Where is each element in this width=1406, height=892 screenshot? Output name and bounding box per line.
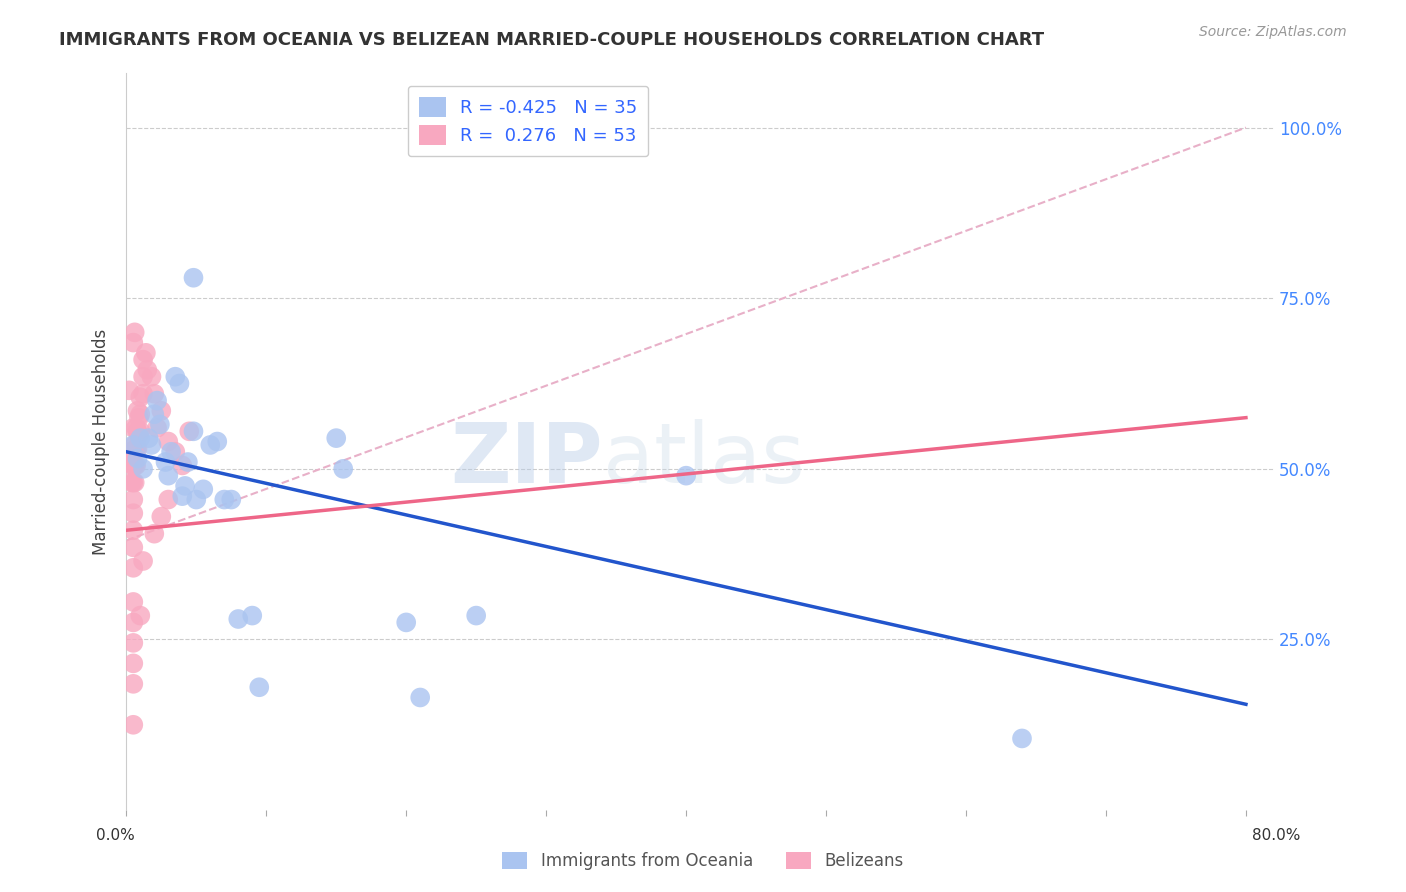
Legend: Immigrants from Oceania, Belizeans: Immigrants from Oceania, Belizeans — [495, 845, 911, 877]
Point — [125, 458, 148, 473]
Point — [122, 458, 145, 473]
Point — [128, 410, 150, 425]
Point — [200, 438, 222, 452]
Point — [122, 561, 145, 575]
Point — [143, 386, 166, 401]
Point — [149, 417, 172, 432]
Point — [122, 595, 145, 609]
Point — [127, 404, 149, 418]
Point — [124, 458, 146, 473]
Point — [165, 369, 187, 384]
Point — [207, 434, 229, 449]
Point — [325, 431, 347, 445]
Point — [174, 479, 197, 493]
Point — [120, 444, 142, 458]
Legend: R = -0.425   N = 35, R =  0.276   N = 53: R = -0.425 N = 35, R = 0.276 N = 53 — [408, 86, 648, 156]
Point — [183, 270, 205, 285]
Point — [124, 438, 146, 452]
Point — [132, 462, 155, 476]
Point — [122, 475, 145, 490]
Point — [122, 438, 145, 452]
Point — [157, 434, 180, 449]
Point — [122, 421, 145, 435]
Point — [465, 608, 488, 623]
Point — [132, 386, 155, 401]
Point — [214, 492, 236, 507]
Point — [155, 455, 177, 469]
Point — [186, 492, 208, 507]
Y-axis label: Married-couple Households: Married-couple Households — [93, 328, 110, 555]
Point — [136, 363, 159, 377]
Point — [122, 615, 145, 630]
Point — [129, 608, 152, 623]
Point — [226, 612, 249, 626]
Point — [135, 346, 157, 360]
Point — [183, 425, 205, 439]
Point — [122, 492, 145, 507]
Text: Source: ZipAtlas.com: Source: ZipAtlas.com — [1199, 25, 1347, 39]
Point — [143, 526, 166, 541]
Point — [122, 657, 145, 671]
Point — [125, 442, 148, 456]
Point — [121, 458, 143, 473]
Point — [169, 376, 191, 391]
Point — [240, 608, 263, 623]
Point — [127, 425, 149, 439]
Point — [122, 444, 145, 458]
Point — [129, 431, 152, 445]
Point — [160, 444, 183, 458]
Text: ZIP: ZIP — [450, 419, 603, 500]
Point — [124, 475, 146, 490]
Point — [141, 369, 163, 384]
Point — [132, 554, 155, 568]
Point — [1011, 731, 1033, 746]
Point — [127, 442, 149, 456]
Point — [122, 541, 145, 555]
Point — [172, 458, 194, 473]
Point — [132, 369, 155, 384]
Point — [157, 492, 180, 507]
Point — [128, 427, 150, 442]
Point — [124, 326, 146, 340]
Point — [179, 425, 201, 439]
Text: atlas: atlas — [603, 419, 804, 500]
Point — [141, 438, 163, 452]
Point — [219, 492, 242, 507]
Point — [150, 509, 173, 524]
Point — [177, 455, 200, 469]
Point — [138, 431, 160, 445]
Point — [122, 506, 145, 520]
Point — [146, 421, 169, 435]
Point — [157, 468, 180, 483]
Point — [247, 680, 270, 694]
Point — [150, 404, 173, 418]
Point — [129, 407, 152, 421]
Point — [143, 407, 166, 421]
Point — [129, 425, 152, 439]
Text: IMMIGRANTS FROM OCEANIA VS BELIZEAN MARRIED-COUPLE HOUSEHOLDS CORRELATION CHART: IMMIGRANTS FROM OCEANIA VS BELIZEAN MARR… — [59, 31, 1045, 49]
Text: 80.0%: 80.0% — [1253, 829, 1301, 843]
Point — [146, 393, 169, 408]
Point — [132, 352, 155, 367]
Point — [122, 523, 145, 537]
Point — [172, 489, 194, 503]
Point — [122, 636, 145, 650]
Point — [118, 384, 141, 398]
Point — [129, 390, 152, 404]
Point — [675, 468, 697, 483]
Point — [165, 444, 187, 458]
Point — [125, 421, 148, 435]
Point — [409, 690, 432, 705]
Point — [122, 335, 145, 350]
Point — [332, 462, 354, 476]
Point — [193, 483, 215, 497]
Point — [122, 677, 145, 691]
Point — [121, 475, 143, 490]
Text: 0.0%: 0.0% — [96, 829, 135, 843]
Point — [395, 615, 418, 630]
Point — [127, 451, 149, 466]
Point — [122, 718, 145, 732]
